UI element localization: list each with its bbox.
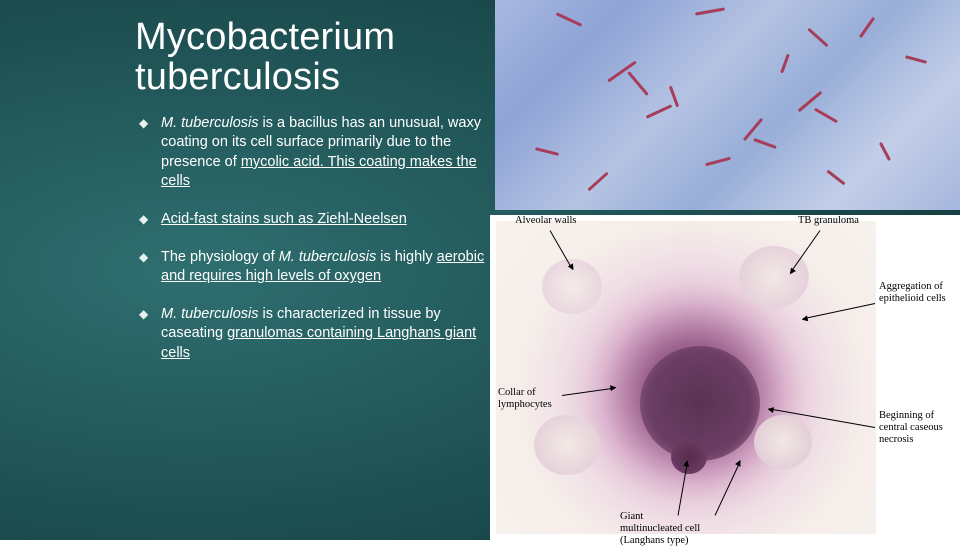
bullet-text-segment: Acid-fast stains such as Ziehl-Neelsen [161, 211, 407, 227]
bacillus-shape [807, 28, 828, 48]
bullet-text-segment: is highly [376, 249, 436, 265]
bullet-item: M. tuberculosis is characterized in tiss… [139, 305, 485, 364]
slide-title: Mycobacterium tuberculosis [135, 18, 485, 98]
bacillus-shape [587, 172, 608, 192]
bacillus-shape [556, 12, 583, 27]
bullet-text-segment: The physiology of [161, 249, 279, 265]
bacillus-shape [879, 142, 891, 161]
histology-tissue [496, 221, 876, 534]
bullet-item: M. tuberculosis is a bacillus has an unu… [139, 114, 485, 192]
histology-label: Alveolar walls [515, 215, 597, 227]
bullet-text-segment: M. tuberculosis [161, 306, 259, 322]
slide: Mycobacterium tuberculosis M. tuberculos… [0, 0, 960, 540]
bacillus-shape [743, 118, 763, 141]
content-column: Mycobacterium tuberculosis M. tuberculos… [0, 0, 495, 540]
bacillus-shape [627, 71, 649, 96]
bacillus-shape [905, 55, 927, 64]
image-column: Alveolar walls TB granuloma Aggregation of… [490, 0, 960, 540]
bullet-list: M. tuberculosis is a bacillus has an unu… [135, 114, 485, 364]
histology-label: Beginning of central caseous necrosis [879, 410, 960, 446]
bacillus-shape [814, 108, 838, 124]
bacillus-shape [826, 170, 845, 186]
bacillus-shape [695, 7, 725, 15]
histology-label: TB granuloma [798, 215, 880, 227]
bacillus-shape [646, 104, 673, 119]
histology-label: Giant multinucleated cell (Langhans type… [620, 511, 702, 547]
histology-image: Alveolar walls TB granuloma Aggregation of… [490, 215, 960, 540]
bullet-text-segment: M. tuberculosis [279, 249, 377, 265]
bacillus-shape [535, 147, 559, 156]
bacillus-shape [705, 157, 731, 167]
bullet-text-segment: M. tuberculosis [161, 115, 259, 131]
bullet-item: Acid-fast stains such as Ziehl-Neelsen [139, 210, 485, 230]
bacillus-shape [753, 138, 777, 149]
micrograph-image [495, 0, 960, 210]
histology-label: Aggregation of epithelioid cells [879, 281, 960, 305]
histology-label: Collar of lymphocytes [498, 387, 580, 411]
bacillus-shape [780, 54, 790, 74]
bacillus-shape [859, 17, 875, 38]
bullet-item: The physiology of M. tuberculosis is hig… [139, 248, 485, 287]
